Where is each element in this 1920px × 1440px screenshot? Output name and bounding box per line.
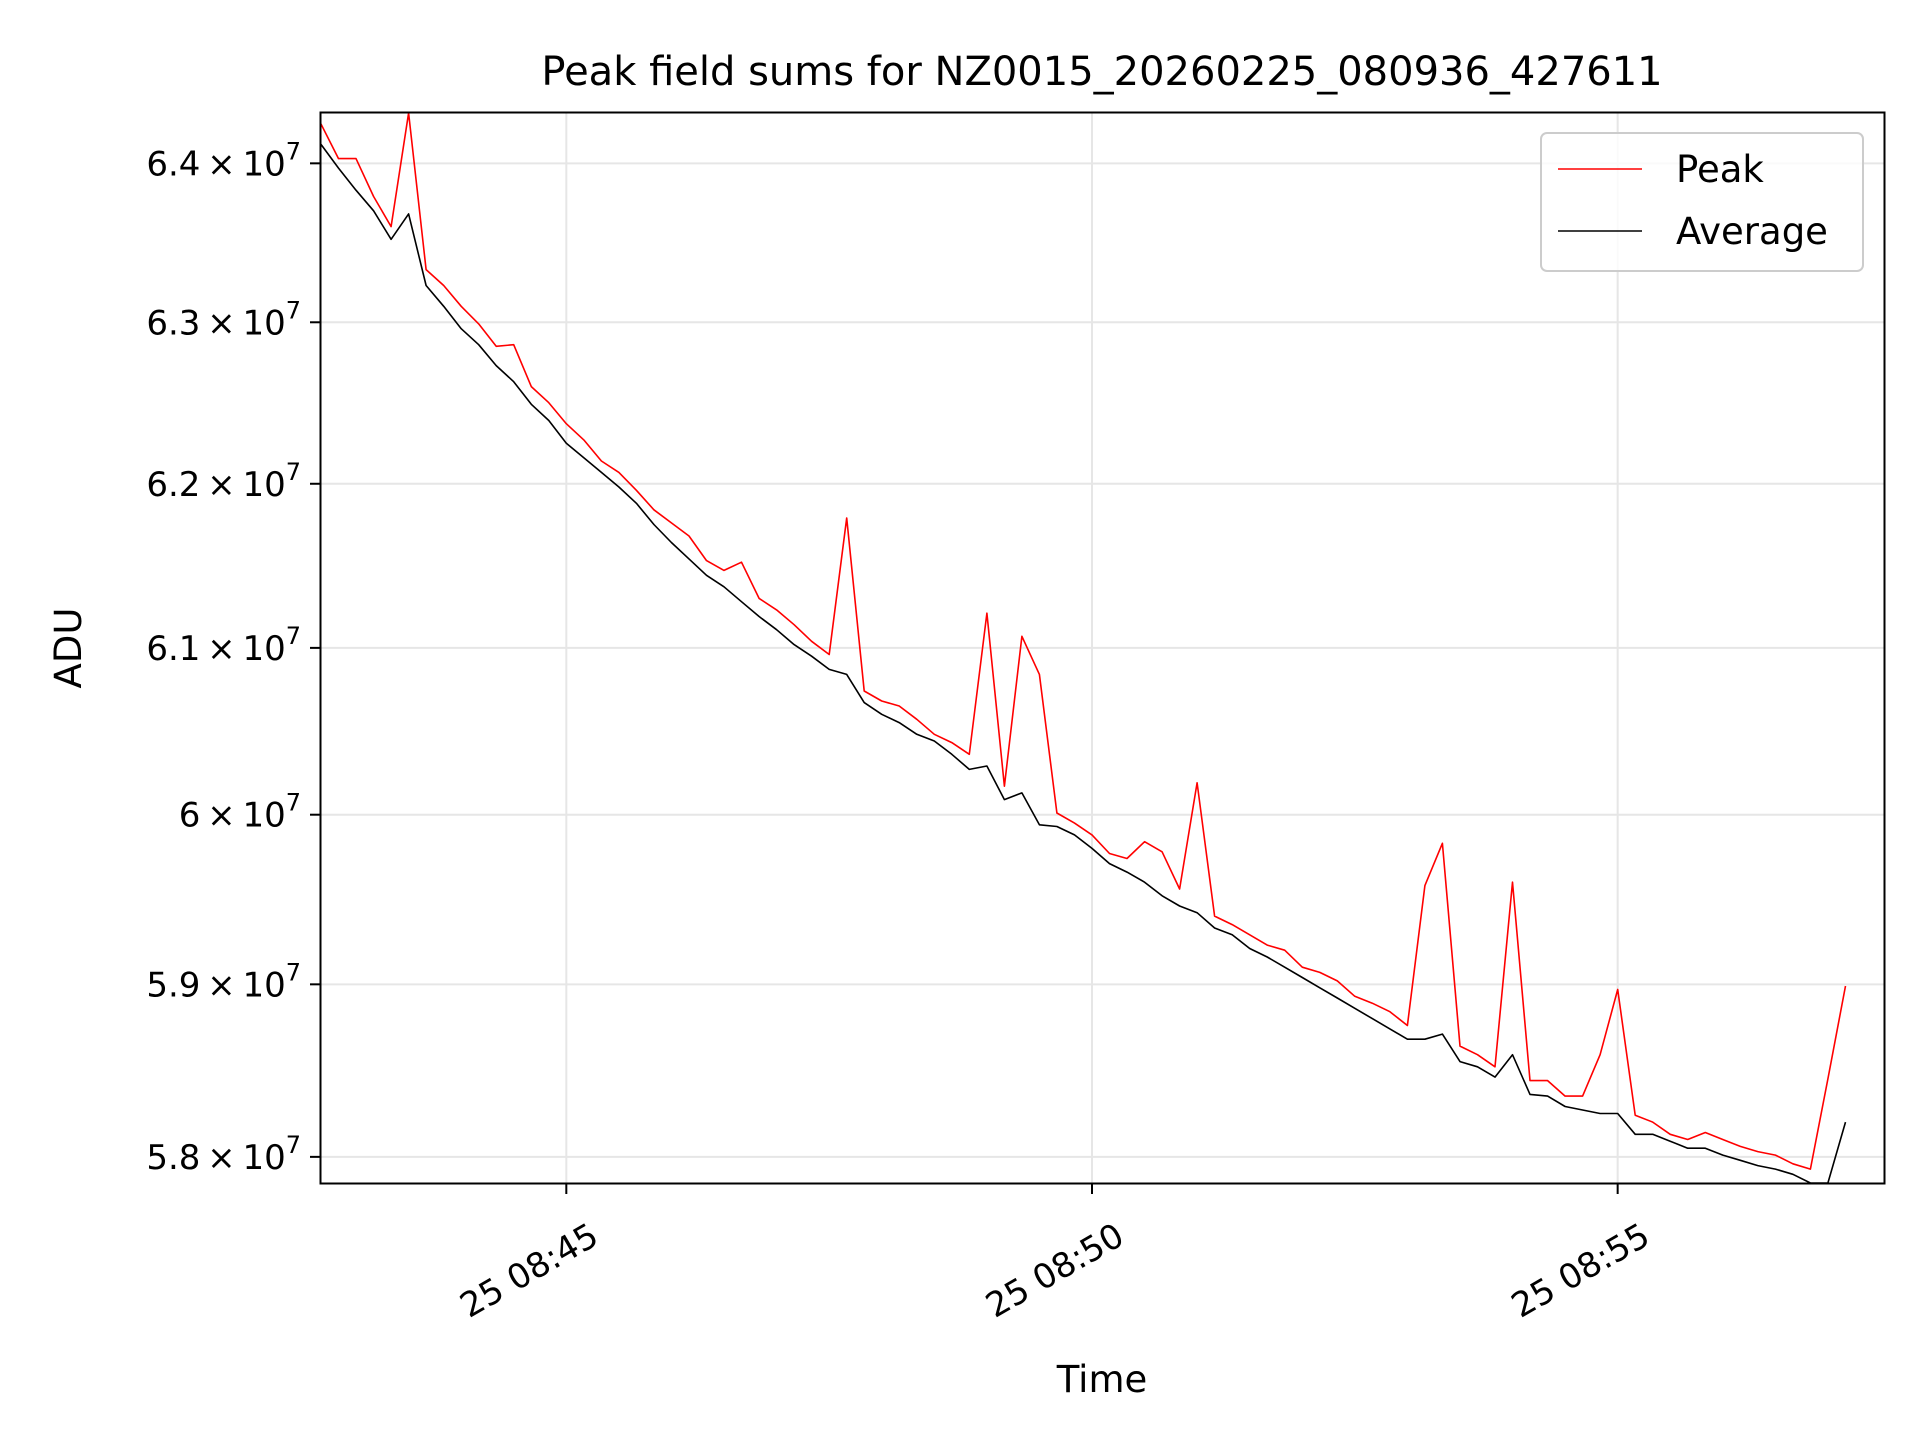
y-tick-label: 6 × 107: [179, 789, 301, 836]
y-axis-label: ADU: [47, 608, 90, 689]
y-tick-label: 6.3 × 107: [146, 296, 301, 343]
x-axis-label: Time: [1056, 1358, 1148, 1401]
y-tick-label: 5.8 × 107: [146, 1131, 301, 1178]
chart-title: Peak field sums for NZ0015_20260225_0809…: [541, 49, 1662, 95]
series-line-peak: [321, 113, 1847, 1170]
legend-box: [1540, 132, 1864, 272]
legend: Peak Average: [1540, 132, 1864, 272]
plot-series: [321, 113, 1847, 1183]
series-line-average: [321, 143, 1847, 1183]
y-tick-label: 5.9 × 107: [146, 958, 301, 1005]
legend-label-average: Average: [1676, 210, 1828, 253]
legend-label-peak: Peak: [1676, 148, 1764, 191]
y-tick-label: 6.1 × 107: [146, 622, 301, 669]
y-tick-label: 6.4 × 107: [146, 137, 301, 184]
y-tick-label: 6.2 × 107: [146, 458, 301, 505]
